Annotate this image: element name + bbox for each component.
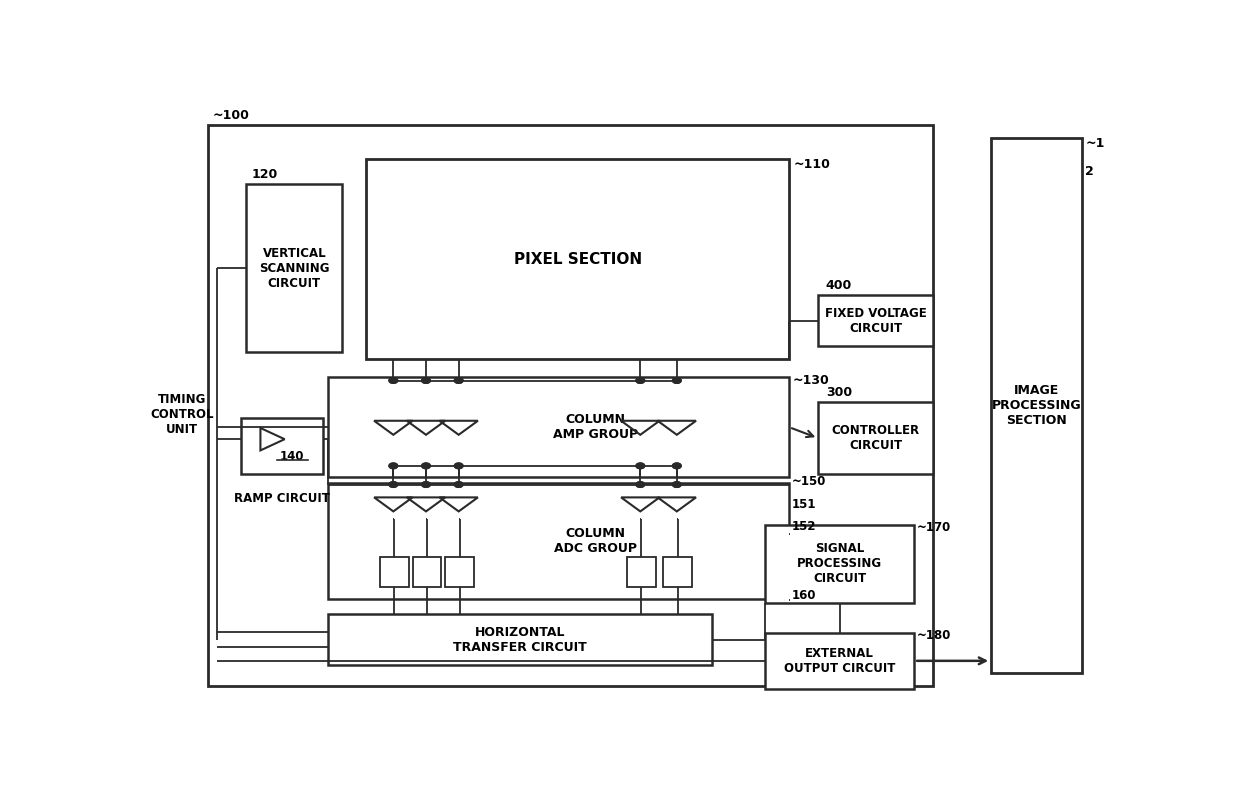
Circle shape xyxy=(389,481,398,487)
Text: 152: 152 xyxy=(792,520,817,533)
Circle shape xyxy=(636,463,645,468)
Circle shape xyxy=(422,481,430,487)
Circle shape xyxy=(454,463,463,468)
Circle shape xyxy=(636,378,645,383)
Text: COLUMN
AMP GROUP: COLUMN AMP GROUP xyxy=(553,413,639,441)
Circle shape xyxy=(672,481,681,487)
Text: ~130: ~130 xyxy=(792,374,828,387)
Text: ~110: ~110 xyxy=(794,158,831,171)
Text: IMAGE
PROCESSING
SECTION: IMAGE PROCESSING SECTION xyxy=(992,384,1081,427)
Text: ~170: ~170 xyxy=(918,521,951,535)
Circle shape xyxy=(422,378,430,383)
Text: ~100: ~100 xyxy=(213,109,249,122)
Circle shape xyxy=(422,378,430,383)
Text: ~150: ~150 xyxy=(792,475,827,489)
Circle shape xyxy=(454,463,463,468)
Text: 120: 120 xyxy=(250,168,278,181)
Circle shape xyxy=(672,378,681,383)
Circle shape xyxy=(636,481,645,487)
Bar xyxy=(242,418,324,474)
Text: HORIZONTAL
TRANSFER CIRCUIT: HORIZONTAL TRANSFER CIRCUIT xyxy=(454,625,587,654)
Text: ~1: ~1 xyxy=(1085,137,1105,150)
Circle shape xyxy=(454,481,463,487)
Text: TIMING
CONTROL
UNIT: TIMING CONTROL UNIT xyxy=(150,393,213,436)
Bar xyxy=(413,557,441,587)
Circle shape xyxy=(389,378,398,383)
Text: FIXED VOLTAGE
CIRCUIT: FIXED VOLTAGE CIRCUIT xyxy=(825,307,926,335)
Circle shape xyxy=(454,378,463,383)
Text: PIXEL SECTION: PIXEL SECTION xyxy=(513,252,642,266)
Bar xyxy=(765,633,914,689)
Text: RAMP CIRCUIT: RAMP CIRCUIT xyxy=(234,493,330,506)
Circle shape xyxy=(672,481,681,487)
Circle shape xyxy=(422,463,430,468)
Circle shape xyxy=(672,463,681,468)
Bar xyxy=(627,557,656,587)
Text: 140: 140 xyxy=(280,450,304,463)
Circle shape xyxy=(389,378,398,383)
Circle shape xyxy=(672,463,681,468)
Text: 300: 300 xyxy=(826,386,852,399)
Bar xyxy=(663,557,692,587)
Circle shape xyxy=(636,378,645,383)
Circle shape xyxy=(422,463,430,468)
Bar xyxy=(327,614,713,665)
Bar xyxy=(445,557,474,587)
Text: EXTERNAL
OUTPUT CIRCUIT: EXTERNAL OUTPUT CIRCUIT xyxy=(784,647,895,675)
Text: 151: 151 xyxy=(792,498,817,511)
Text: 400: 400 xyxy=(826,279,852,292)
Bar xyxy=(327,483,789,599)
Text: 2: 2 xyxy=(1085,165,1094,178)
Circle shape xyxy=(422,481,430,487)
Circle shape xyxy=(454,378,463,383)
Bar xyxy=(327,377,789,477)
Text: CONTROLLER
CIRCUIT: CONTROLLER CIRCUIT xyxy=(832,424,920,452)
Circle shape xyxy=(636,463,645,468)
Circle shape xyxy=(454,481,463,487)
Bar xyxy=(991,138,1083,673)
Bar xyxy=(818,295,934,346)
Text: 160: 160 xyxy=(792,589,817,602)
Text: VERTICAL
SCANNING
CIRCUIT: VERTICAL SCANNING CIRCUIT xyxy=(259,247,330,290)
Bar xyxy=(367,159,789,358)
Circle shape xyxy=(389,463,398,468)
Bar xyxy=(247,184,342,353)
Bar xyxy=(208,125,934,686)
Bar xyxy=(379,557,409,587)
Text: COLUMN
ADC GROUP: COLUMN ADC GROUP xyxy=(554,527,637,555)
Bar xyxy=(818,402,934,474)
Circle shape xyxy=(636,481,645,487)
Text: ~180: ~180 xyxy=(918,629,951,642)
Circle shape xyxy=(389,481,398,487)
Circle shape xyxy=(672,378,681,383)
Circle shape xyxy=(389,463,398,468)
Bar xyxy=(765,525,914,603)
Text: SIGNAL
PROCESSING
CIRCUIT: SIGNAL PROCESSING CIRCUIT xyxy=(797,543,883,586)
